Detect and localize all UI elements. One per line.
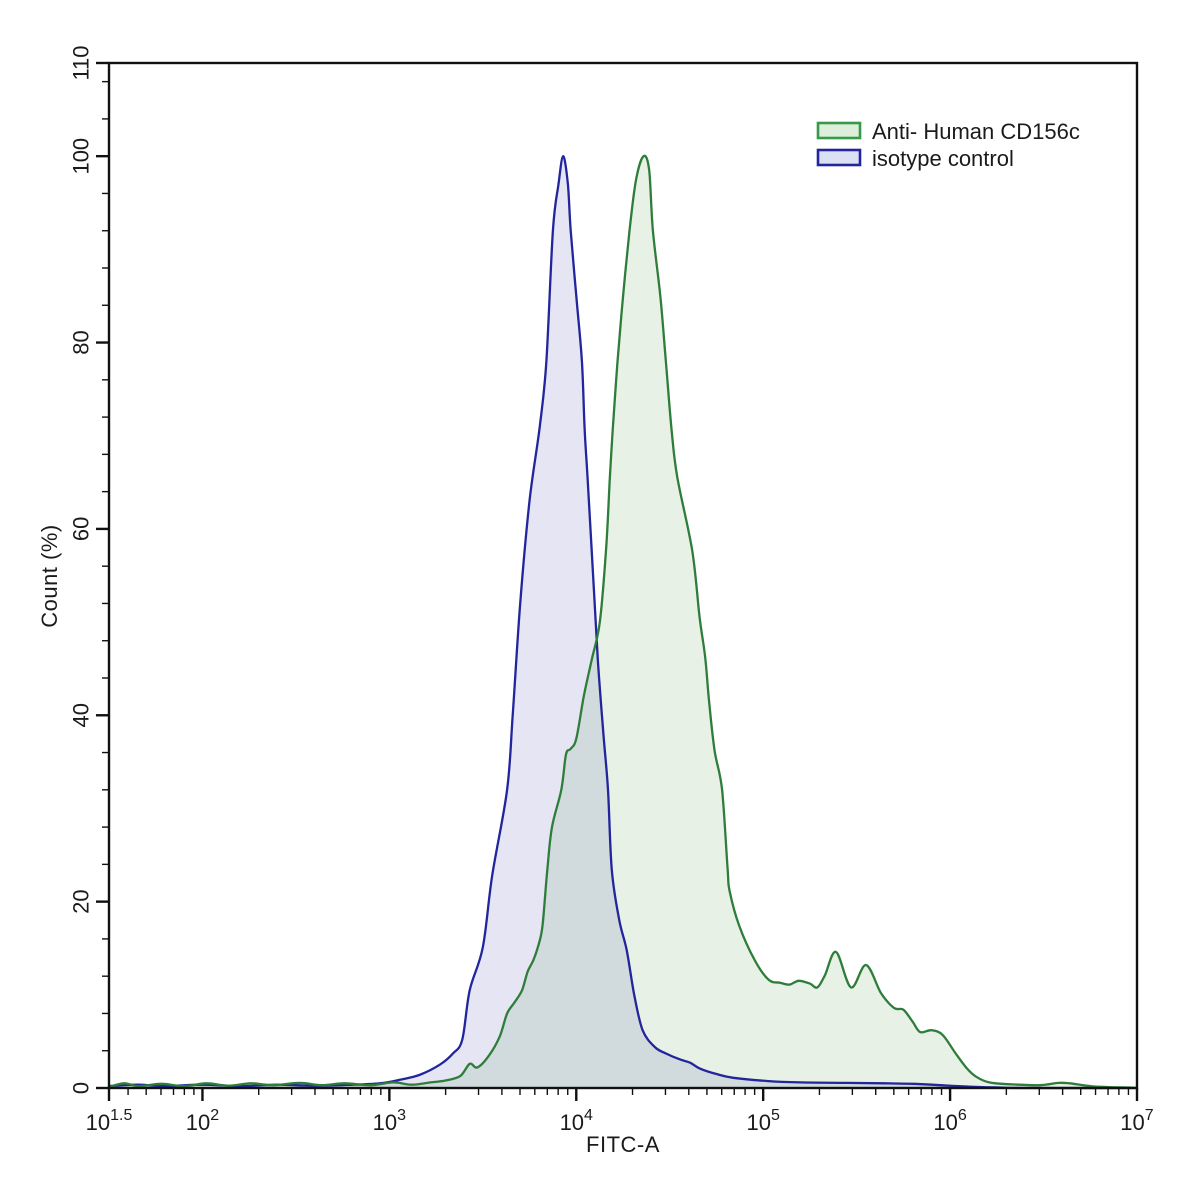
legend-swatch-border-anti-human-cd156c [816,121,862,140]
y-axis-title: Count (%) [37,524,62,628]
legend-label-isotype-control: isotype control [872,146,1014,171]
series-curve-isotype-control [108,155,1138,1090]
legend-swatch-isotype-control [818,150,860,165]
y-tick-label: 60 [69,517,94,541]
x-axis-title: FITC-A [586,1132,660,1157]
y-tick-label: 80 [69,330,94,354]
x-tick-label: 106 [933,1107,966,1135]
legend-swatch-border-isotype-control [816,148,862,167]
legend-label-anti-human-cd156c: Anti- Human CD156c [872,119,1080,144]
x-tick-label: 101.5 [86,1107,133,1135]
y-tick-label: 0 [69,1082,94,1094]
x-tick-label: 104 [560,1107,593,1135]
x-tick-label: 103 [373,1107,406,1135]
y-tick-label: 110 [69,45,94,80]
x-tick-label: 102 [186,1107,219,1135]
y-tick-label: 100 [69,138,94,175]
series-curve-anti-human-cd156c [108,154,1138,1090]
legend-swatch-anti-human-cd156c [818,123,860,138]
x-tick-label: 105 [746,1107,779,1135]
series-layer [108,154,1138,1090]
x-tick-label: 107 [1120,1107,1153,1135]
axes: 101.5 102 103 104 105 106 107 0 20 40 60 80 100 110 [69,45,1154,1135]
y-tick-label: 40 [69,703,94,727]
y-tick-label: 20 [69,889,94,913]
plot-border [107,61,1139,1090]
legend: Anti- Human CD156c isotype control [816,119,1080,171]
series-fill-anti-human-cd156c [109,155,1137,1088]
